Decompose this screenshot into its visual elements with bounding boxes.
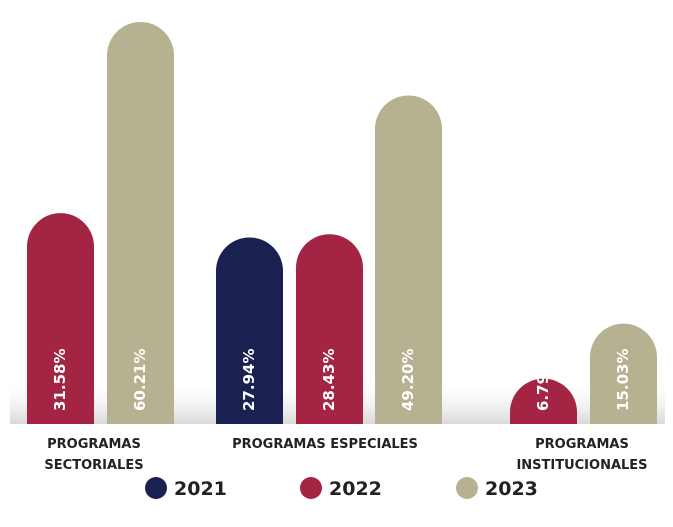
- value-label-2022-cat1: 31.58%: [51, 349, 69, 411]
- bar-2023-cat1: [107, 21, 174, 425]
- value-label-2022-cat2: 28.43%: [320, 349, 338, 411]
- value-label-2022-cat3: 6.79%: [534, 359, 552, 411]
- category-label-cat1-line1: PROGRAMAS: [47, 437, 141, 452]
- bar-2023-cat3: [590, 323, 657, 424]
- legend-swatch-2023: [456, 477, 478, 499]
- value-label-2023-cat3: 15.03%: [614, 349, 632, 411]
- bar-2022-cat1: [27, 213, 94, 424]
- bar-2022-cat3: [510, 378, 577, 424]
- legend-item-2021: 2021: [145, 477, 227, 500]
- legend-label-2023: 2023: [485, 478, 538, 500]
- value-label-2023-cat1: 60.21%: [131, 349, 149, 411]
- bar-2023-cat2: [375, 95, 442, 425]
- value-labels-layer: 31.58% 60.21% 27.94% 28.43% 49.20% 6.79% 15.03…: [51, 349, 632, 411]
- legend: 2021 2022 2023: [145, 477, 538, 500]
- legend-swatch-2021: [145, 477, 167, 499]
- value-label-2023-cat2: 49.20%: [399, 349, 417, 411]
- category-label-cat1-line2: SECTORIALES: [44, 458, 143, 473]
- legend-label-2022: 2022: [329, 478, 382, 500]
- bars-layer: [27, 21, 657, 425]
- category-label-cat3-line2: INSTITUCIONALES: [516, 458, 647, 473]
- value-label-2021-cat2: 27.94%: [240, 349, 258, 411]
- legend-item-2023: 2023: [456, 477, 538, 500]
- legend-label-2021: 2021: [174, 478, 227, 500]
- legend-item-2022: 2022: [300, 477, 382, 500]
- category-label-cat3-line1: PROGRAMAS: [535, 437, 629, 452]
- legend-swatch-2022: [300, 477, 322, 499]
- bar-2022-cat2: [296, 234, 363, 424]
- category-label-cat2-line1: PROGRAMAS ESPECIALES: [232, 437, 418, 452]
- bar-2021-cat2: [216, 237, 283, 424]
- category-labels-layer: PROGRAMAS SECTORIALES PROGRAMAS ESPECIALES…: [44, 437, 647, 473]
